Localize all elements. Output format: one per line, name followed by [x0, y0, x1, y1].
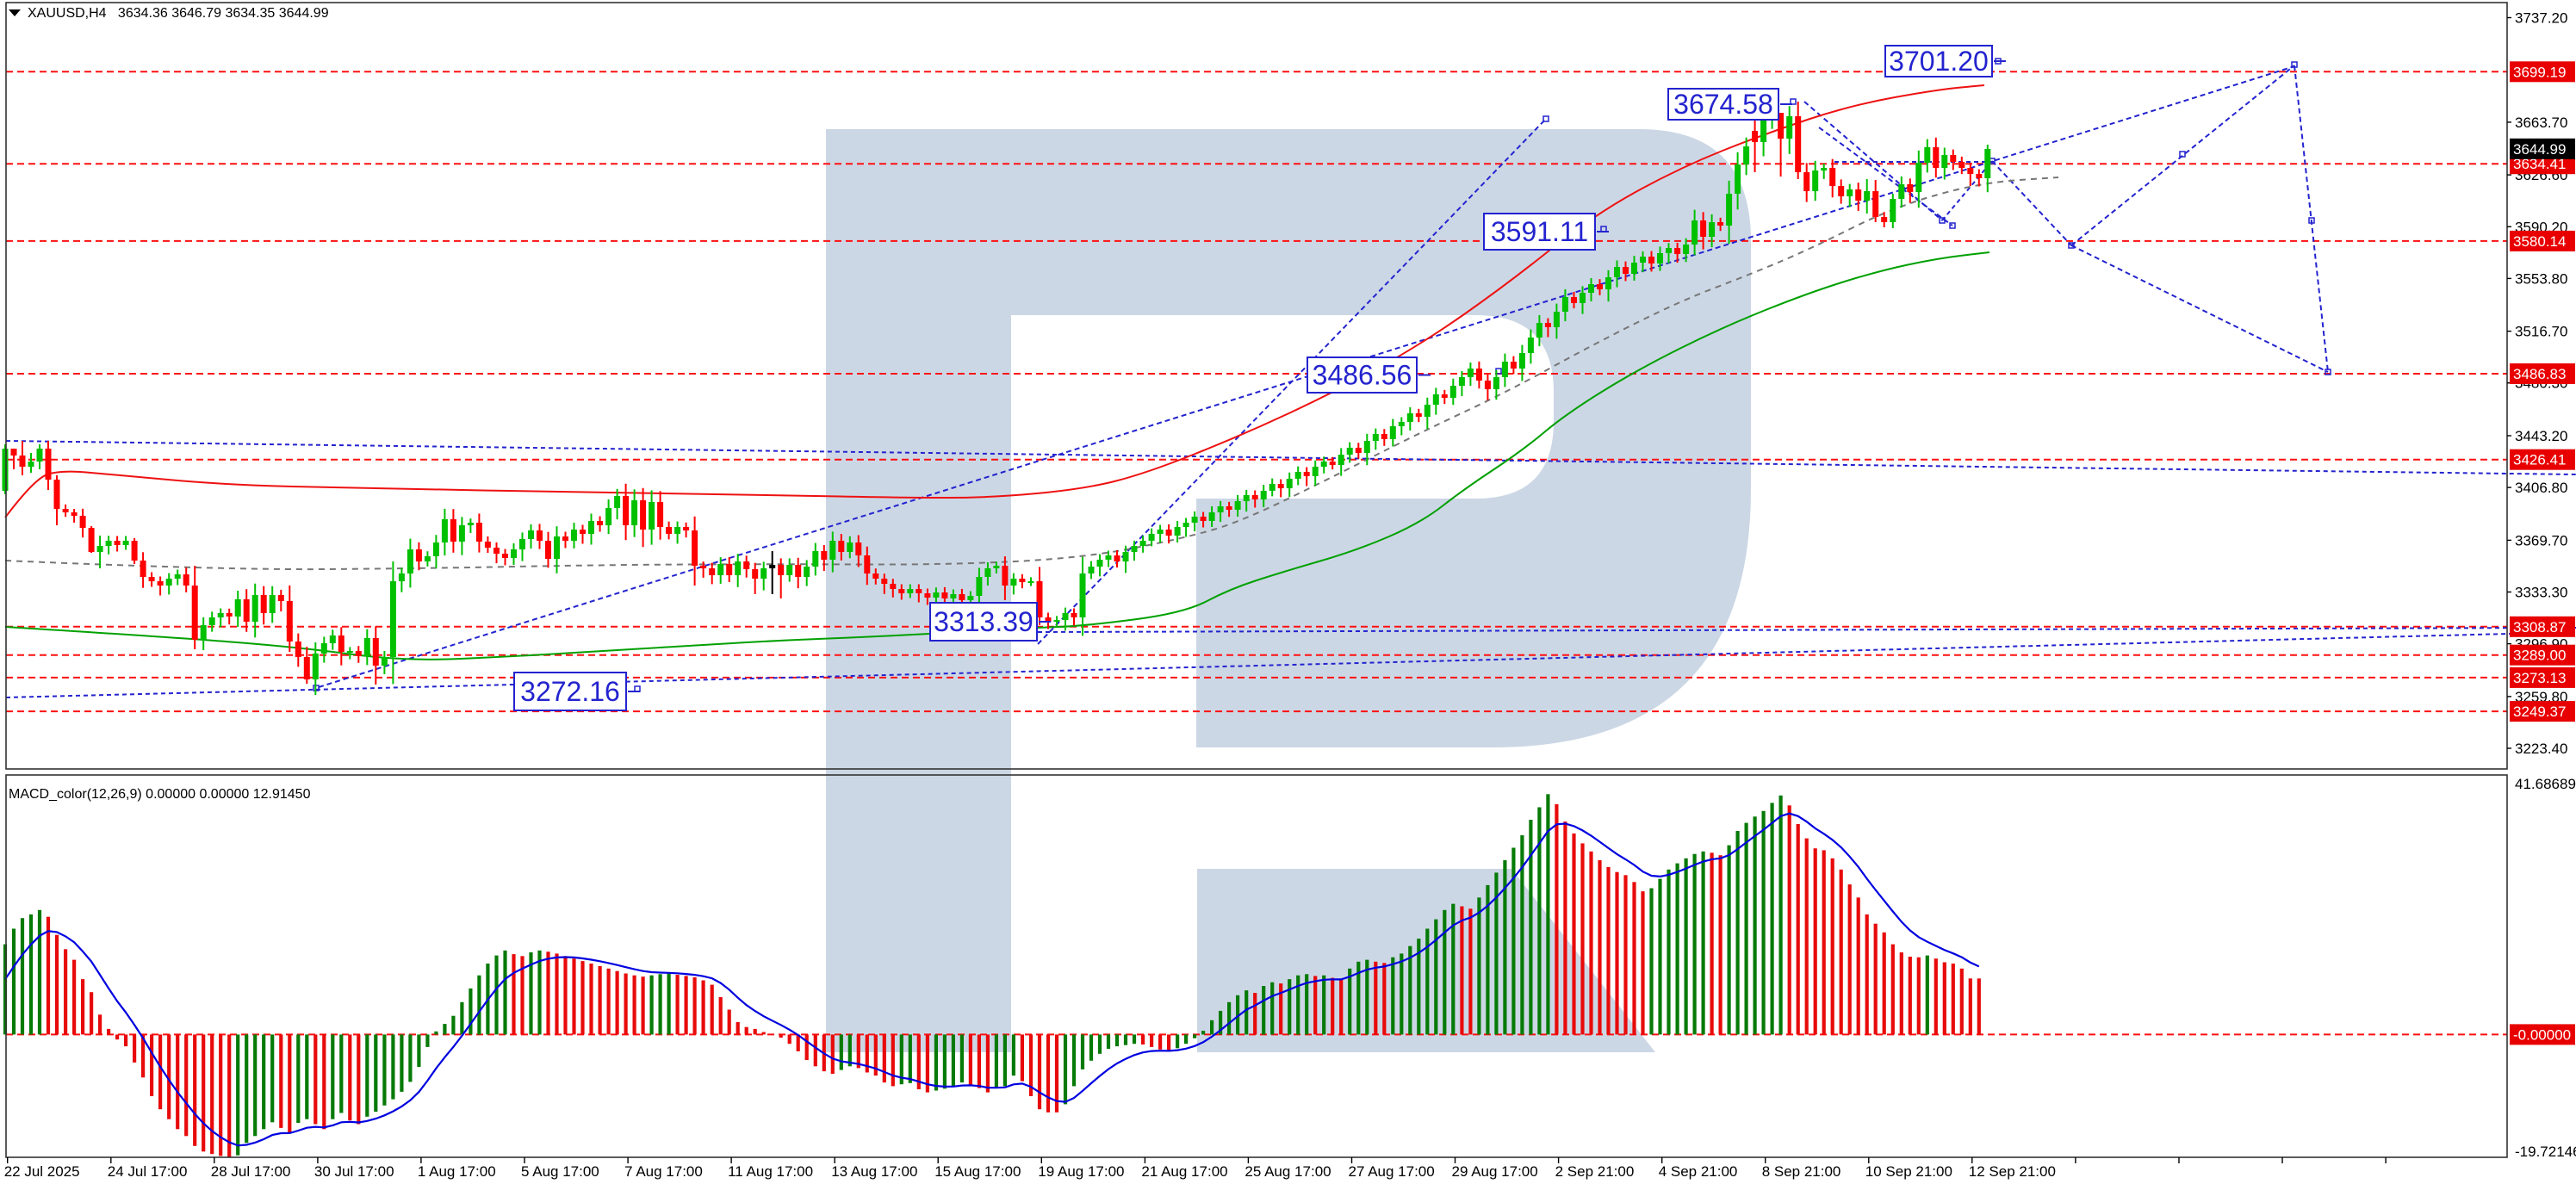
svg-text:15 Aug 17:00: 15 Aug 17:00: [934, 1163, 1021, 1180]
svg-text:3486.83: 3486.83: [2513, 366, 2566, 382]
svg-text:28 Jul 17:00: 28 Jul 17:00: [211, 1163, 291, 1180]
svg-text:3273.13: 3273.13: [2513, 670, 2566, 686]
svg-text:3644.99: 3644.99: [2513, 141, 2566, 158]
svg-text:3313.39: 3313.39: [934, 606, 1034, 637]
svg-text:25 Aug 17:00: 25 Aug 17:00: [1245, 1163, 1331, 1180]
svg-text:24 Jul 17:00: 24 Jul 17:00: [108, 1163, 188, 1180]
svg-text:8 Sep 21:00: 8 Sep 21:00: [1762, 1163, 1841, 1180]
svg-text:3580.14: 3580.14: [2513, 233, 2566, 250]
svg-text:3486.56: 3486.56: [1313, 360, 1412, 391]
svg-text:3426.41: 3426.41: [2513, 452, 2566, 468]
svg-text:3674.58: 3674.58: [1673, 89, 1773, 120]
svg-text:3516.70: 3516.70: [2515, 324, 2567, 340]
svg-text:3249.37: 3249.37: [2513, 704, 2566, 720]
svg-text:-19.72146: -19.72146: [2515, 1144, 2576, 1160]
svg-text:1 Aug 17:00: 1 Aug 17:00: [418, 1163, 496, 1180]
svg-text:27 Aug 17:00: 27 Aug 17:00: [1349, 1163, 1435, 1180]
svg-text:3663.70: 3663.70: [2515, 115, 2567, 131]
svg-text:2 Sep 21:00: 2 Sep 21:00: [1555, 1163, 1635, 1180]
svg-text:3272.16: 3272.16: [520, 676, 620, 707]
svg-text:12 Sep 21:00: 12 Sep 21:00: [1969, 1163, 2056, 1180]
svg-text:3634.41: 3634.41: [2513, 156, 2566, 172]
svg-text:-0.00000: -0.00000: [2513, 1026, 2571, 1043]
svg-text:3289.00: 3289.00: [2513, 648, 2566, 664]
svg-text:4 Sep 21:00: 4 Sep 21:00: [1659, 1163, 1738, 1180]
svg-text:3699.19: 3699.19: [2513, 64, 2566, 80]
svg-text:22 Jul 2025: 22 Jul 2025: [4, 1163, 80, 1180]
svg-text:3333.30: 3333.30: [2515, 585, 2567, 601]
svg-text:XAUUSD,H4 3634.36 3646.79 36: XAUUSD,H4 3634.36 3646.79 3634.35 3644.9…: [28, 6, 329, 21]
svg-text:3701.20: 3701.20: [1889, 46, 1989, 77]
svg-text:41.68689: 41.68689: [2515, 776, 2576, 792]
svg-text:3369.70: 3369.70: [2515, 532, 2567, 549]
svg-text:30 Jul 17:00: 30 Jul 17:00: [314, 1163, 394, 1180]
svg-text:5 Aug 17:00: 5 Aug 17:00: [521, 1163, 599, 1180]
svg-text:13 Aug 17:00: 13 Aug 17:00: [831, 1163, 917, 1180]
svg-text:3308.87: 3308.87: [2513, 619, 2566, 635]
svg-text:7 Aug 17:00: 7 Aug 17:00: [624, 1163, 703, 1180]
svg-text:3443.20: 3443.20: [2515, 428, 2567, 444]
svg-text:19 Aug 17:00: 19 Aug 17:00: [1038, 1163, 1124, 1180]
svg-text:3553.80: 3553.80: [2515, 270, 2567, 287]
svg-text:3737.20: 3737.20: [2515, 10, 2567, 27]
svg-text:3406.80: 3406.80: [2515, 480, 2567, 496]
svg-text:29 Aug 17:00: 29 Aug 17:00: [1452, 1163, 1538, 1180]
svg-text:3591.11: 3591.11: [1491, 216, 1588, 247]
svg-text:10 Sep 21:00: 10 Sep 21:00: [1865, 1163, 1952, 1180]
svg-text:MACD_color(12,26,9) 0.00000 0.: MACD_color(12,26,9) 0.00000 0.00000 12.9…: [9, 787, 311, 802]
svg-text:3223.40: 3223.40: [2515, 741, 2567, 757]
svg-text:21 Aug 17:00: 21 Aug 17:00: [1141, 1163, 1227, 1180]
svg-text:11 Aug 17:00: 11 Aug 17:00: [728, 1163, 813, 1180]
